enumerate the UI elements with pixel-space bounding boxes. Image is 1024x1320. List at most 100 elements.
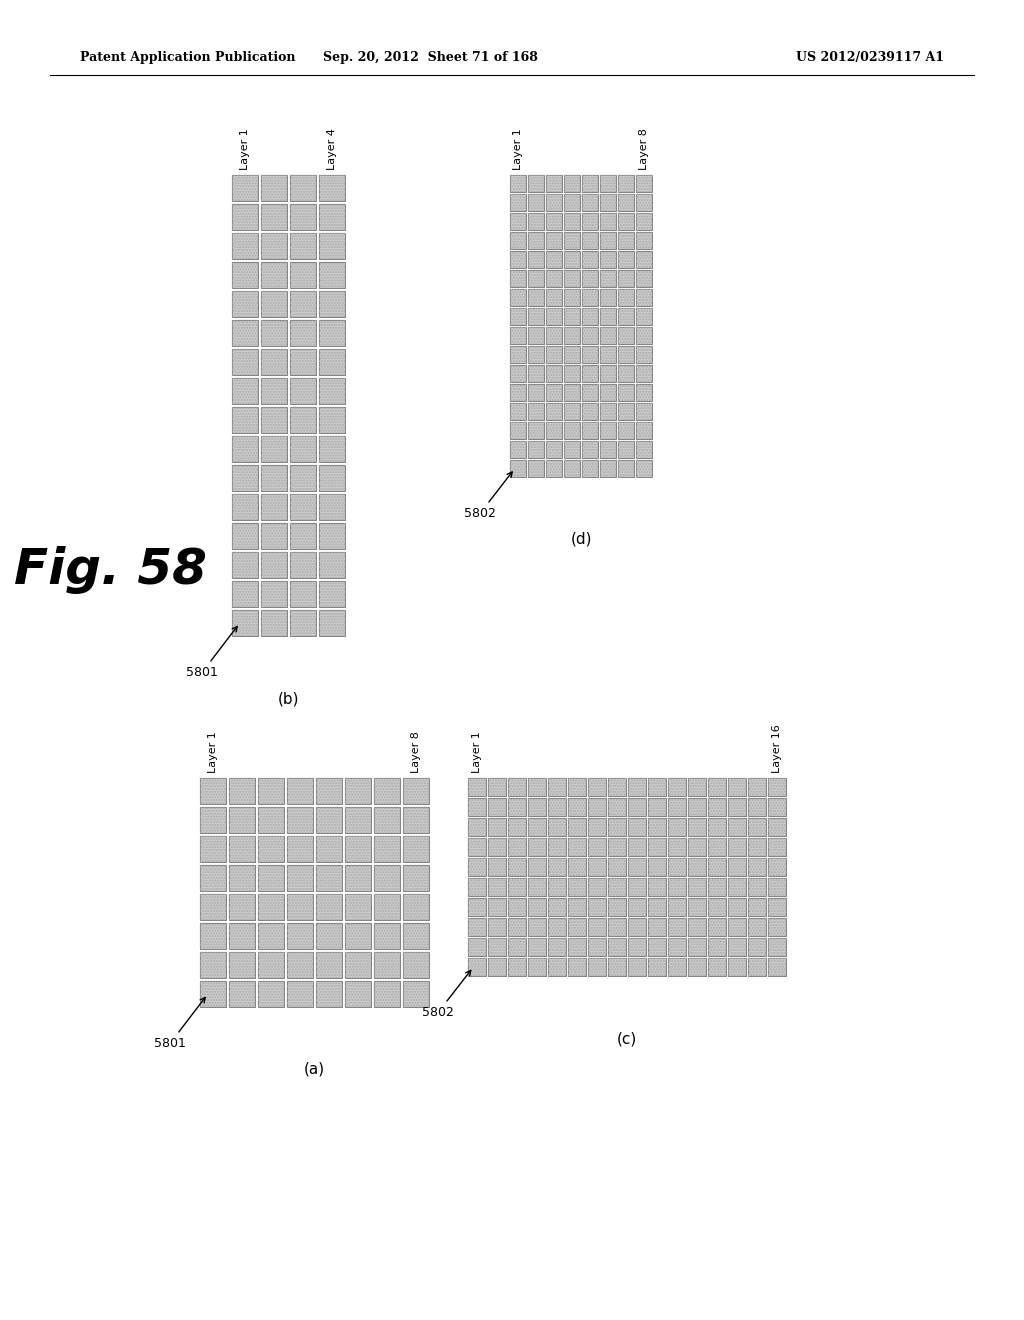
Bar — [290, 436, 316, 462]
Bar — [618, 289, 634, 306]
Bar — [582, 232, 598, 249]
Bar — [648, 818, 666, 836]
Bar — [510, 346, 526, 363]
Bar — [668, 917, 686, 936]
Bar — [668, 958, 686, 975]
Bar — [528, 194, 544, 211]
Bar — [468, 777, 486, 796]
Bar — [290, 261, 316, 288]
Bar — [261, 348, 287, 375]
Bar — [618, 176, 634, 191]
Bar — [290, 523, 316, 549]
Bar — [287, 865, 313, 891]
Bar — [618, 308, 634, 325]
Bar — [232, 176, 258, 201]
Bar — [728, 818, 746, 836]
Bar — [488, 838, 506, 855]
Bar — [628, 818, 646, 836]
Bar — [232, 290, 258, 317]
Bar — [548, 838, 566, 855]
Bar — [316, 865, 342, 891]
Bar — [319, 610, 345, 636]
Bar — [508, 958, 526, 975]
Bar — [564, 422, 580, 440]
Bar — [546, 176, 562, 191]
Bar — [528, 898, 546, 916]
Bar — [608, 898, 626, 916]
Bar — [618, 327, 634, 345]
Bar — [546, 441, 562, 458]
Bar — [582, 346, 598, 363]
Bar — [528, 403, 544, 420]
Bar — [568, 838, 586, 855]
Bar — [564, 213, 580, 230]
Bar — [728, 939, 746, 956]
Bar — [528, 251, 544, 268]
Bar — [636, 403, 652, 420]
Bar — [600, 459, 616, 477]
Bar — [564, 422, 580, 440]
Bar — [688, 939, 706, 956]
Bar — [600, 346, 616, 363]
Bar — [468, 799, 486, 816]
Bar — [728, 898, 746, 916]
Bar — [618, 213, 634, 230]
Bar — [261, 290, 287, 317]
Bar — [748, 939, 766, 956]
Bar — [528, 289, 544, 306]
Bar — [768, 818, 786, 836]
Bar — [548, 818, 566, 836]
Bar — [528, 346, 544, 363]
Bar — [600, 366, 616, 381]
Bar — [768, 799, 786, 816]
Bar — [508, 878, 526, 896]
Bar — [608, 818, 626, 836]
Bar — [232, 348, 258, 375]
Bar — [546, 384, 562, 401]
Bar — [258, 894, 284, 920]
Bar — [546, 346, 562, 363]
Text: Layer 8: Layer 8 — [639, 128, 649, 170]
Bar — [548, 917, 566, 936]
Bar — [564, 176, 580, 191]
Bar — [668, 939, 686, 956]
Bar — [290, 290, 316, 317]
Bar — [636, 176, 652, 191]
Bar — [636, 194, 652, 211]
Bar — [258, 777, 284, 804]
Bar — [232, 407, 258, 433]
Bar — [528, 838, 546, 855]
Bar — [510, 441, 526, 458]
Bar — [403, 894, 429, 920]
Bar — [345, 981, 371, 1007]
Bar — [290, 407, 316, 433]
Bar — [261, 319, 287, 346]
Bar — [636, 441, 652, 458]
Bar — [528, 818, 546, 836]
Bar — [636, 346, 652, 363]
Bar — [510, 176, 526, 191]
Bar — [290, 465, 316, 491]
Bar — [582, 213, 598, 230]
Bar — [345, 777, 371, 804]
Bar — [374, 894, 400, 920]
Bar — [488, 878, 506, 896]
Bar — [258, 836, 284, 862]
Bar — [528, 878, 546, 896]
Bar — [468, 838, 486, 855]
Bar — [582, 176, 598, 191]
Bar — [232, 261, 258, 288]
Bar — [528, 327, 544, 345]
Bar — [546, 194, 562, 211]
Bar — [528, 327, 544, 345]
Bar — [618, 271, 634, 286]
Bar — [546, 403, 562, 420]
Bar — [319, 234, 345, 259]
Bar — [510, 232, 526, 249]
Bar — [582, 366, 598, 381]
Bar — [688, 799, 706, 816]
Bar — [608, 878, 626, 896]
Bar — [287, 894, 313, 920]
Bar — [628, 858, 646, 876]
Bar — [345, 777, 371, 804]
